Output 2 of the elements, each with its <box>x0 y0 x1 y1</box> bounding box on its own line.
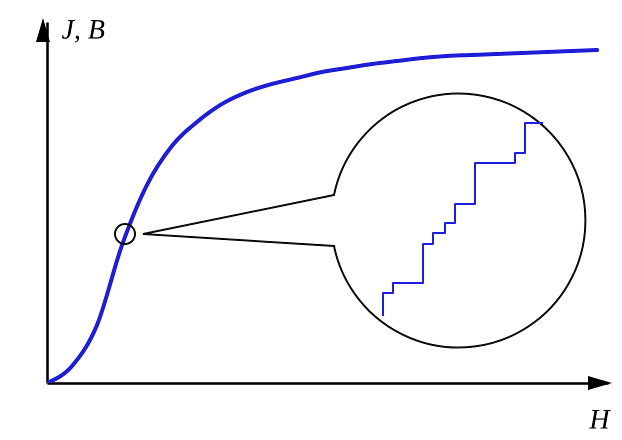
y-axis-title: J, B <box>62 14 106 46</box>
x-axis-title: H <box>588 404 612 436</box>
